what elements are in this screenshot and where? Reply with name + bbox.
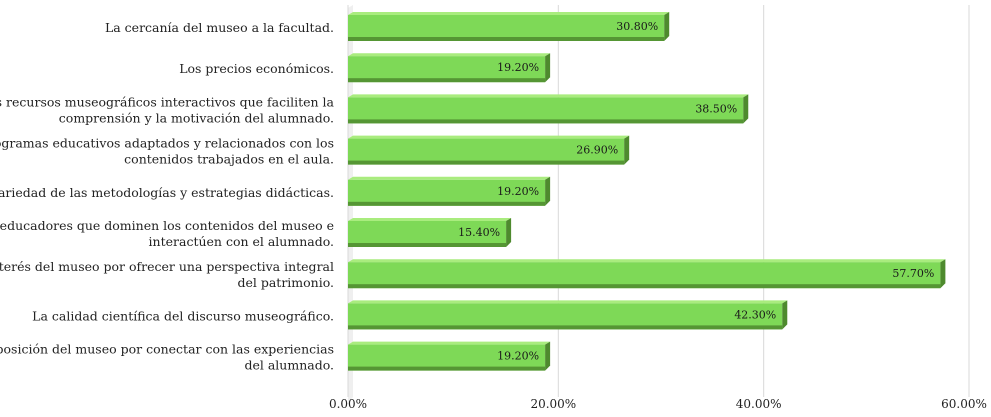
bar-front-face [348,138,625,165]
bar-side-face [782,300,788,330]
bar-value-label: 19.20% [497,185,539,198]
category-label-line: La disposición del museo por conectar co… [0,342,334,357]
bar-value-label: 57.70% [892,267,934,280]
category-label-line: del alumnado. [244,358,334,373]
bar-top-face [348,300,788,304]
category-label-line: interactúen con el alumnado. [149,234,334,249]
category-label: Los programas educativos adaptados y rel… [0,136,334,167]
bar-front-face [348,303,783,330]
category-label-line: Los educadores que dominen los contenido… [0,218,334,233]
bars: 30.80% 19.20% 38.50% 26.90% 19.20% 15.40% 57.7… [348,12,946,371]
x-axis-ticks: 0.00% 20.00% 40.00% 60.00% [329,397,987,411]
bar-front-face [348,15,665,41]
bar-front-face [348,344,546,371]
category-label: La cercanía del museo a la facultad. [105,20,334,35]
bar-bottom-shadow [348,201,546,206]
bar-value-label: 38.50% [695,102,737,115]
bar-bottom-shadow [348,284,941,289]
bar-side-face [743,94,749,124]
bar-side-face [545,176,551,206]
bar-bottom-shadow [348,160,625,165]
bar-top-face [348,218,512,221]
bar-bottom-shadow [348,78,546,83]
bar-value-label: 19.20% [497,350,539,363]
bar-bottom-shadow [348,243,507,247]
bar-side-face [506,218,512,247]
bar-top-face [348,94,749,98]
bar-value-label: 30.80% [616,20,658,33]
bar: 15.40% [348,218,512,247]
bar: 19.20% [348,53,551,83]
bar-value-label: 19.20% [497,61,539,74]
category-labels: La cercanía del museo a la facultad. Los … [0,20,335,373]
category-label: El interés del museo por ofrecer una per… [0,259,334,290]
category-label: Los educadores que dominen los contenido… [0,218,334,249]
bar: 30.80% [348,12,670,41]
bar-value-label: 26.90% [576,144,618,157]
x-tick-label: 20.00% [530,397,576,411]
category-label-line: Los recursos museográficos interactivos … [0,94,335,109]
bar-top-face [348,12,670,15]
bar-front-face [348,56,546,83]
bar-top-face [348,176,551,180]
category-label-line: El interés del museo por ofrecer una per… [0,259,334,274]
category-label-line: La variedad de las metodologías y estrat… [0,185,334,200]
category-label: La calidad científica del discurso museo… [32,308,334,323]
bar-value-label: 15.40% [458,226,500,239]
category-label-line: contenidos trabajados en el aula. [124,152,334,167]
category-label-line: comprensión y la motivación del alumnado… [59,110,334,125]
bar-side-face [624,135,630,165]
bar-bottom-shadow [348,325,783,330]
bar-side-face [664,12,670,41]
x-tick-label: 40.00% [736,397,782,411]
category-label-line: Los programas educativos adaptados y rel… [0,136,334,151]
bar-bottom-shadow [348,119,744,124]
category-label: Los recursos museográficos interactivos … [0,94,335,125]
bar: 57.70% [348,259,946,289]
bar-value-label: 42.30% [734,308,776,321]
bar: 42.30% [348,300,788,330]
bar-top-face [348,259,946,263]
bar-top-face [348,135,630,139]
category-label-line: La cercanía del museo a la facultad. [105,20,334,35]
bar: 26.90% [348,135,630,165]
bar: 38.50% [348,94,749,124]
category-label-line: La calidad científica del discurso museo… [32,308,334,323]
category-label: Los precios económicos. [179,61,334,76]
bar-side-face [545,341,551,371]
bar-side-face [940,259,946,289]
bar-side-face [545,53,551,83]
bar-front-face [348,179,546,206]
category-label-line: Los precios económicos. [179,61,334,76]
bar-front-face [348,262,941,289]
category-label: La variedad de las metodologías y estrat… [0,185,334,200]
bar-bottom-shadow [348,366,546,371]
bar-bottom-shadow [348,37,665,41]
category-label-line: del patrimonio. [237,275,334,290]
bar-top-face [348,341,551,345]
bar: 19.20% [348,176,551,206]
x-tick-label: 0.00% [329,397,367,411]
category-label: La disposición del museo por conectar co… [0,342,334,373]
bar-front-face [348,221,507,247]
x-tick-label: 60.00% [941,397,987,411]
bar: 19.20% [348,341,551,371]
bar-front-face [348,97,744,124]
bar-top-face [348,53,551,57]
